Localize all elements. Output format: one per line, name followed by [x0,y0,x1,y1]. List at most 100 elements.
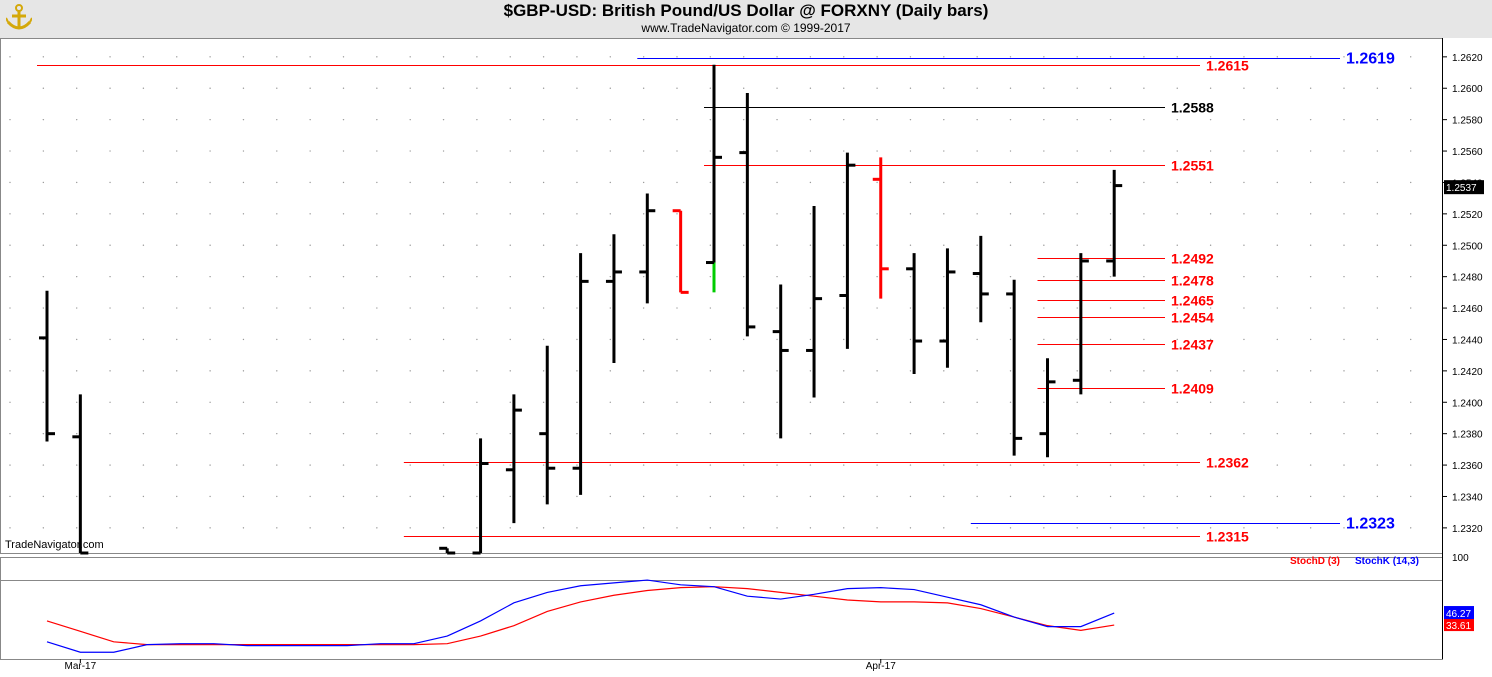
level-label: 1.2454 [1171,310,1214,326]
grid-dot [509,87,511,89]
grid-dot [1109,87,1112,89]
grid-dot [1309,370,1312,372]
grid-dot [409,87,411,89]
grid-dot [142,213,145,215]
grid-dot [776,370,778,372]
stoch-y-tick-label: 100 [1452,553,1469,564]
grid-dot [1209,244,1212,246]
grid-dot [1176,87,1178,89]
grid-dot [609,464,611,466]
grid-dot [509,244,511,246]
price-bar [1106,169,1123,277]
grid-dot [1043,495,1045,498]
grid-dot [843,150,845,152]
grid-dot [1143,244,1145,246]
grid-dot [376,464,378,466]
grid-dot [42,56,45,58]
grid-dot [376,432,378,435]
grid-dot [1009,87,1012,89]
grid-dot [1143,213,1145,215]
price-bar [1006,279,1023,456]
grid-dot [176,150,178,152]
grid-dot [576,432,578,435]
y-tick-label: 1.2400 [1452,398,1483,409]
price-bar [605,234,622,364]
grid-dot [176,527,178,529]
grid-dot [843,432,845,435]
grid-dot [776,150,778,152]
grid-dot [642,275,645,278]
grid-dot [976,118,978,121]
grid-dot [609,181,611,184]
grid-dot [609,150,611,152]
grid-dot [709,150,712,152]
grid-dot [743,275,745,278]
grid-dot [609,432,611,435]
grid-dot [1276,464,1279,466]
grid-dot [609,370,611,372]
grid-dot [409,213,411,215]
grid-dot [1176,150,1178,152]
grid-dot [1009,495,1012,498]
grid-dot [1209,495,1212,498]
grid-dot [1343,370,1345,372]
grid-dot [843,56,845,58]
grid-dot [1176,181,1178,184]
grid-dot [776,338,778,341]
last-price-badge [1444,180,1484,195]
grid-dot [1309,338,1312,341]
grid-dot [876,432,878,435]
grid-dot [1076,150,1078,152]
grid-dot [709,213,712,215]
grid-dot [709,527,712,529]
grid-dot [309,150,311,152]
grid-dot [276,338,278,341]
grid-dot [76,244,78,246]
grid-dot [1343,118,1345,121]
grid-dot [9,150,11,152]
grid-dot [276,495,278,498]
grid-dot [1109,338,1112,341]
grid-dot [76,401,78,403]
grid-dot [809,370,812,372]
price-bar [572,253,589,495]
grid-dot [676,495,678,498]
grid-dot [1410,181,1412,184]
price-bar [439,546,456,555]
grid-dot [209,213,211,215]
grid-dot [1376,181,1379,184]
level-label: 1.2478 [1171,273,1214,289]
grid-dot [309,213,311,215]
y-tick-label: 1.2500 [1452,241,1483,252]
grid-dot [1043,307,1045,309]
grid-dot [76,56,78,58]
grid-dot [142,275,145,278]
grid-dot [809,401,812,403]
grid-dot [1143,401,1145,403]
grid-dot [642,307,645,309]
grid-dot [609,275,611,278]
grid-dot [709,495,712,498]
grid-dot [342,432,345,435]
grid-dot [1243,213,1245,215]
grid-dot [1410,275,1412,278]
grid-dot [1343,244,1345,246]
grid-dot [776,213,778,215]
grid-dot [542,181,545,184]
price-bar [639,193,656,304]
grid-dot [109,275,111,278]
grid-dot [1076,432,1078,435]
stoch-value-badge [1444,618,1474,632]
grid-dot [1343,495,1345,498]
grid-dot [342,150,345,152]
grid-dot [442,527,445,529]
grid-dot [1076,213,1078,215]
grid-dot [843,87,845,89]
grid-dot [1109,213,1112,215]
grid-dot [1176,244,1178,246]
grid-dot [209,87,211,89]
grid-dot [976,527,978,529]
grid-dot [1410,87,1412,89]
grid-dot [1176,275,1178,278]
grid-dot [342,527,345,529]
